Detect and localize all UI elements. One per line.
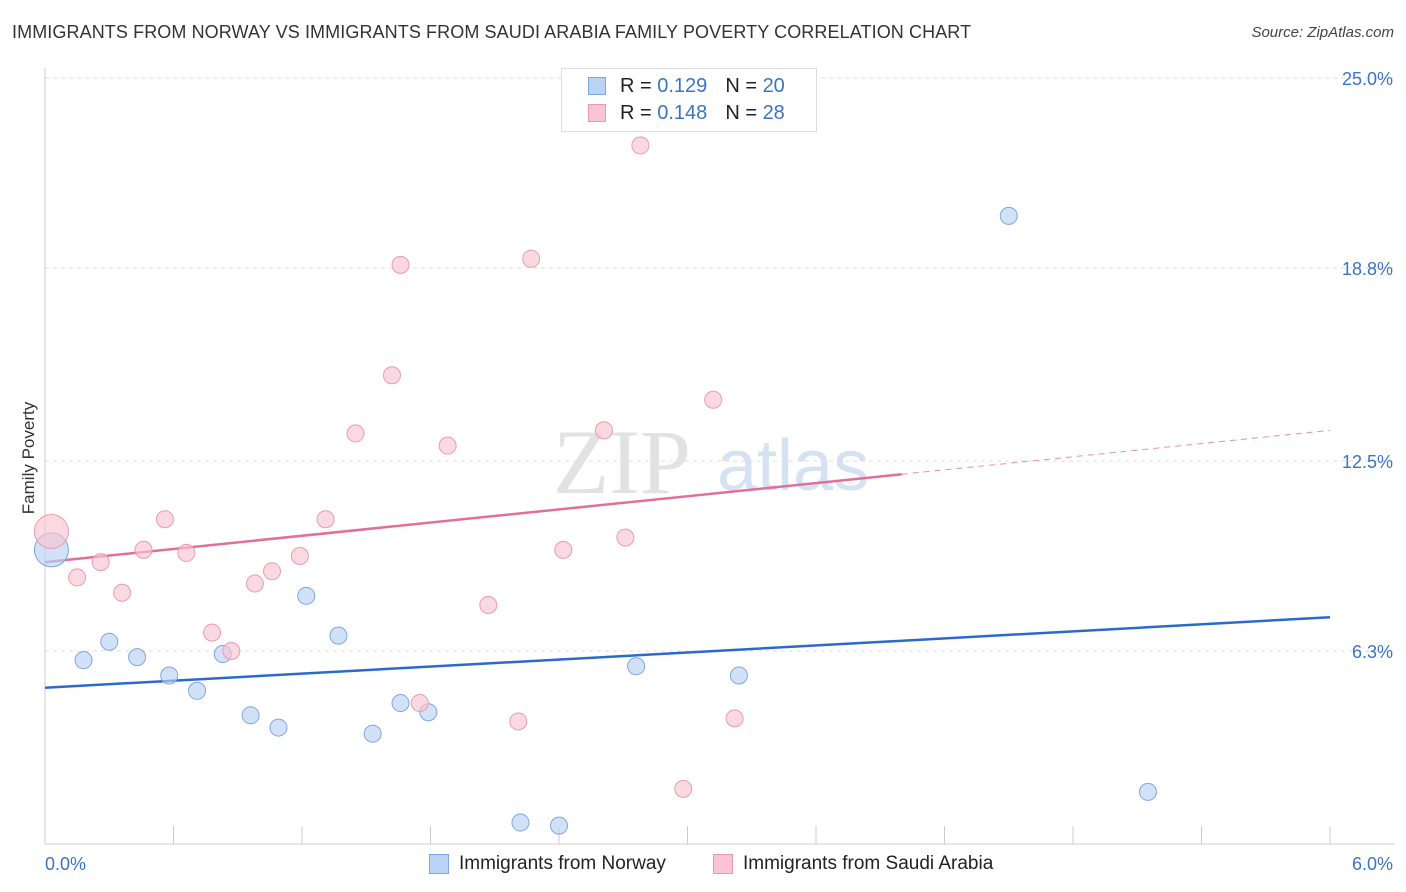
y-tick-label: 25.0% (1342, 69, 1393, 89)
saudi-arabia-point (134, 540, 153, 559)
saudi-arabia-point (155, 510, 174, 529)
series-legend-norway: Immigrants from Norway (429, 852, 666, 876)
series-legend-saudi-arabia: Immigrants from Saudi Arabia (713, 852, 993, 876)
saudi-arabia-trend-extension (901, 429, 1331, 475)
y-tick-label: 12.5% (1342, 452, 1393, 472)
norway-r-value: 0.129 (657, 74, 708, 97)
norway-point (550, 816, 568, 835)
saudi-arabia-point (290, 546, 309, 565)
norway-point (329, 626, 348, 645)
data-points (33, 136, 1157, 835)
norway-trend-line (44, 616, 1331, 689)
saudi-arabia-point (631, 136, 650, 155)
saudi-arabia-point (33, 513, 69, 549)
saudi-arabia-point (725, 709, 744, 728)
watermark-atlas: atlas (717, 426, 869, 506)
r-label: R = (620, 101, 652, 124)
saudi-arabia-swatch (588, 104, 606, 122)
norway-point (1138, 782, 1157, 801)
saudi-arabia-point (704, 390, 723, 409)
saudi-arabia-legend-label: Immigrants from Saudi Arabia (743, 853, 994, 874)
saudi-arabia-point (113, 583, 132, 602)
saudi-arabia-point (554, 540, 573, 559)
chart-title: IMMIGRANTS FROM NORWAY VS IMMIGRANTS FRO… (12, 22, 972, 42)
norway-point (391, 694, 410, 713)
norway-n-value: 20 (762, 74, 785, 97)
norway-point (511, 813, 530, 832)
saudi-arabia-point (479, 596, 498, 615)
saudi-arabia-point (391, 255, 410, 274)
legend-row-norway: R = 0.129 N = 20 (588, 73, 785, 99)
gridlines (45, 77, 1395, 652)
r-label: R = (620, 74, 652, 97)
norway-point (128, 648, 147, 667)
norway-point (363, 724, 382, 743)
norway-point (241, 706, 260, 725)
norway-point (160, 666, 179, 685)
norway-point (74, 651, 93, 670)
saudi-arabia-point (245, 574, 264, 593)
norway-legend-swatch (429, 854, 449, 874)
y-tick-label: 18.8% (1342, 259, 1393, 279)
saudi-arabia-point (68, 568, 87, 587)
watermark-zip: ZIP (553, 411, 691, 513)
saudi-arabia-point (594, 421, 613, 440)
norway-point (729, 666, 748, 685)
saudi-arabia-point (382, 366, 401, 385)
x-tick-label: 6.0% (1352, 854, 1393, 874)
saudi-arabia-point (316, 510, 335, 529)
norway-legend-label: Immigrants from Norway (459, 853, 666, 874)
norway-swatch (588, 77, 606, 95)
source-credit: Source: ZipAtlas.com (1251, 24, 1394, 41)
saudi-arabia-point (438, 436, 457, 455)
saudi-arabia-n-value: 28 (762, 101, 785, 124)
norway-point (627, 657, 646, 676)
saudi-arabia-r-value: 0.148 (657, 101, 708, 124)
y-tick-label: 6.3% (1352, 642, 1393, 662)
legend-row-saudi-arabia: R = 0.148 N = 28 (588, 100, 785, 126)
saudi-arabia-point (91, 553, 110, 572)
norway-point (100, 632, 119, 651)
saudi-arabia-point (222, 641, 241, 660)
saudi-arabia-point (346, 424, 365, 443)
saudi-arabia-point (177, 543, 196, 562)
tick-labels: 6.3% 12.5% 18.8% 25.0% 0.0% 6.0% (45, 69, 1393, 874)
saudi-arabia-point (522, 249, 541, 268)
x-tick-label: 0.0% (45, 854, 86, 874)
saudi-arabia-legend-swatch (713, 854, 733, 874)
saudi-arabia-point (674, 779, 693, 798)
norway-point (269, 718, 288, 737)
n-label: N = (725, 101, 757, 124)
n-label: N = (725, 74, 757, 97)
saudi-arabia-point (509, 712, 528, 731)
saudi-arabia-point (203, 623, 222, 642)
y-axis-label: Family Poverty (19, 401, 38, 514)
saudi-arabia-point (616, 528, 635, 547)
saudi-arabia-point (263, 562, 282, 581)
axes (44, 68, 1395, 845)
norway-point (188, 681, 207, 700)
norway-point (297, 586, 316, 605)
norway-point (999, 206, 1018, 225)
correlation-legend: R = 0.129 N = 20 R = 0.148 N = 28 (561, 68, 817, 132)
saudi-arabia-point (410, 694, 429, 713)
